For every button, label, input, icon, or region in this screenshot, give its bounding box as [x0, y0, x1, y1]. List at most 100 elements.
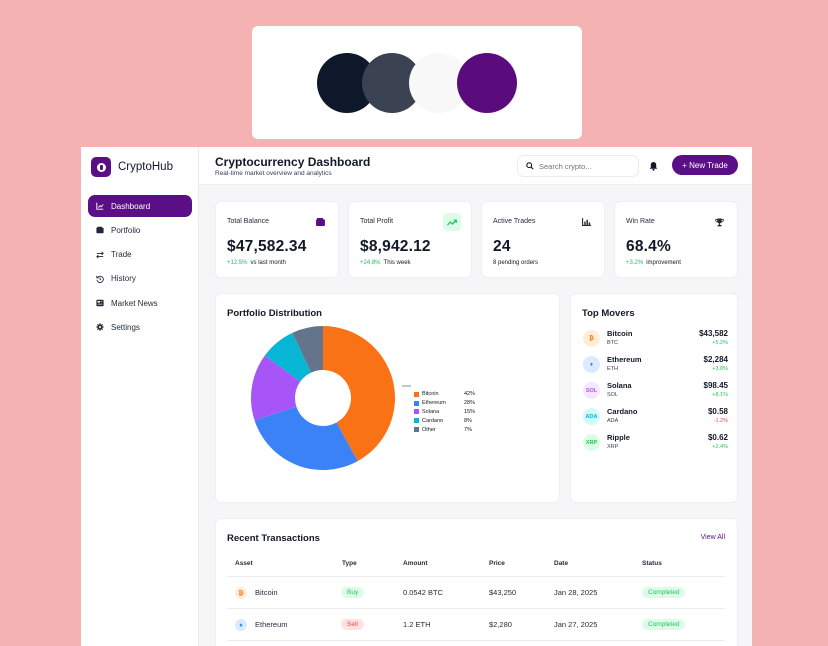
stat-title: Win Rate — [626, 218, 655, 225]
coin-icon: ₿ — [235, 587, 247, 599]
legend-swatch — [414, 400, 419, 406]
pie-slice-other[interactable] — [292, 326, 323, 373]
type-badge: Buy — [341, 587, 365, 598]
column-header-status[interactable]: Status — [642, 560, 662, 567]
chart-line-icon — [96, 202, 104, 210]
sidebar-item-label: Settings — [111, 322, 140, 332]
mover-row-btc[interactable]: ₿ Bitcoin BTC $43,582 +5.2% — [583, 329, 728, 351]
history-icon — [96, 275, 104, 283]
section-title: Top Movers — [582, 308, 635, 319]
legend-label: Bitcoin — [422, 391, 439, 398]
trophy-icon — [711, 214, 727, 230]
stat-note: 8 pending orders — [493, 260, 539, 266]
legend-label: Ethereum — [422, 400, 446, 407]
sidebar-item-label: History — [111, 274, 136, 284]
mover-name: Ripple — [607, 433, 630, 442]
status-badge: Completed — [642, 587, 686, 598]
sidebar-item-label: Portfolio — [111, 225, 141, 235]
stat-title: Total Balance — [227, 218, 270, 225]
section-title: Recent Transactions — [227, 533, 320, 544]
gear-icon — [96, 323, 104, 332]
palette-swatch — [457, 53, 517, 113]
top-movers-card: Top Movers ₿ Bitcoin BTC $43,582 +5.2% ♦ Ether… — [570, 293, 738, 503]
legend-swatch — [414, 391, 419, 397]
pie-slice-bitcoin[interactable] — [323, 326, 395, 462]
stat-note: This week — [383, 260, 411, 266]
table-divider — [227, 576, 725, 577]
status-badge: Completed — [642, 619, 686, 630]
stat-value: 68.4% — [626, 238, 671, 255]
stat-note: improvement — [646, 260, 681, 266]
mover-row-eth[interactable]: ♦ Ethereum ETH $2,284 +3.8% — [583, 355, 728, 377]
mover-change: +3.8% — [712, 366, 728, 372]
legend-item: Solana 15% — [414, 408, 475, 417]
pie-slice-cardano[interactable] — [264, 332, 312, 382]
stat-title: Active Trades — [493, 218, 536, 225]
type-badge: Sell — [341, 619, 364, 630]
sidebar-item-market-news[interactable]: Market News — [88, 292, 192, 314]
column-header-asset[interactable]: Asset — [235, 560, 253, 567]
sidebar-item-portfolio[interactable]: Portfolio — [88, 219, 192, 241]
mover-row-sol[interactable]: SOL Solana SOL $98.45 +8.1% — [583, 381, 728, 403]
pie-slice-solana[interactable] — [251, 355, 301, 421]
sidebar-item-trade[interactable]: Trade — [88, 244, 192, 266]
stat-change: +3.2% — [626, 260, 644, 266]
sidebar-nav: Dashboard Portfolio Trade History Market… — [88, 195, 192, 341]
wallet-icon — [312, 214, 328, 230]
asset-name: Bitcoin — [255, 588, 278, 597]
sidebar-item-settings[interactable]: Settings — [88, 316, 192, 338]
mover-price: $43,582 — [699, 329, 728, 338]
btc-coin-icon: ₿ — [583, 330, 600, 347]
date-cell: Jan 27, 2025 — [554, 620, 598, 629]
bell-icon[interactable] — [649, 161, 658, 171]
sidebar-item-history[interactable]: History — [88, 268, 192, 290]
mover-change: -1.2% — [713, 418, 728, 424]
mover-row-xrp[interactable]: XRP Ripple XRP $0.62 +2.4% — [583, 433, 728, 455]
chart-legend: Bitcoin 42% Ethereum 28% Solana 15% Cardano 8% O… — [414, 390, 475, 434]
mover-price: $0.58 — [707, 407, 728, 416]
legend-swatch — [414, 409, 419, 415]
legend-value: 8% — [464, 417, 472, 424]
stat-footer: +12.5% vs last month — [227, 260, 286, 266]
section-title: Portfolio Distribution — [227, 308, 322, 319]
legend-item: Cardano 8% — [414, 416, 475, 425]
asset-name: Ethereum — [255, 620, 288, 629]
pie-slice-ethereum[interactable] — [254, 406, 358, 470]
stat-footer: 8 pending orders — [493, 260, 538, 266]
stat-change: +24.8% — [360, 260, 381, 266]
stat-change: +12.5% — [227, 260, 248, 266]
mover-name: Solana — [607, 381, 632, 390]
legend-swatch — [414, 427, 419, 433]
search-box[interactable] — [517, 155, 639, 177]
mover-symbol: BTC — [607, 340, 618, 346]
sidebar-item-dashboard[interactable]: Dashboard — [88, 195, 192, 217]
mover-row-ada[interactable]: ADA Cardano ADA $0.58 -1.2% — [583, 407, 728, 429]
legend-label: Cardano — [422, 417, 444, 424]
stat-value: $8,942.12 — [360, 238, 431, 255]
color-palette-card — [252, 26, 582, 139]
new-trade-button[interactable]: + New Trade — [672, 155, 738, 175]
legend-label: Solana — [422, 408, 440, 415]
stat-card-win-rate: Win Rate 68.4% +3.2% improvement — [614, 201, 738, 278]
stat-value: 24 — [493, 238, 511, 255]
column-header-type[interactable]: Type — [342, 560, 357, 567]
price-cell: $2,280 — [489, 620, 512, 629]
mover-price: $0.62 — [707, 433, 728, 442]
ada-coin-icon: ADA — [583, 408, 600, 425]
column-header-price[interactable]: Price — [489, 560, 505, 567]
price-cell: $43,250 — [489, 588, 517, 597]
legend-value: 28% — [464, 400, 476, 407]
legend-value: 7% — [464, 426, 472, 433]
column-header-date[interactable]: Date — [554, 560, 569, 567]
xrp-coin-icon: XRP — [583, 434, 600, 451]
brand[interactable]: CryptoHub — [91, 157, 173, 177]
mover-name: Cardano — [607, 407, 638, 416]
search-input[interactable] — [539, 161, 629, 171]
view-all-link[interactable]: View All — [700, 534, 725, 541]
mover-symbol: ETH — [607, 366, 618, 372]
eth-coin-icon: ♦ — [583, 356, 600, 373]
coin-icon: ♦ — [235, 619, 247, 631]
search-icon — [526, 162, 534, 170]
stat-card-total-profit: Total Profit $8,942.12 +24.8% This week — [348, 201, 472, 278]
column-header-amount[interactable]: Amount — [403, 560, 428, 567]
